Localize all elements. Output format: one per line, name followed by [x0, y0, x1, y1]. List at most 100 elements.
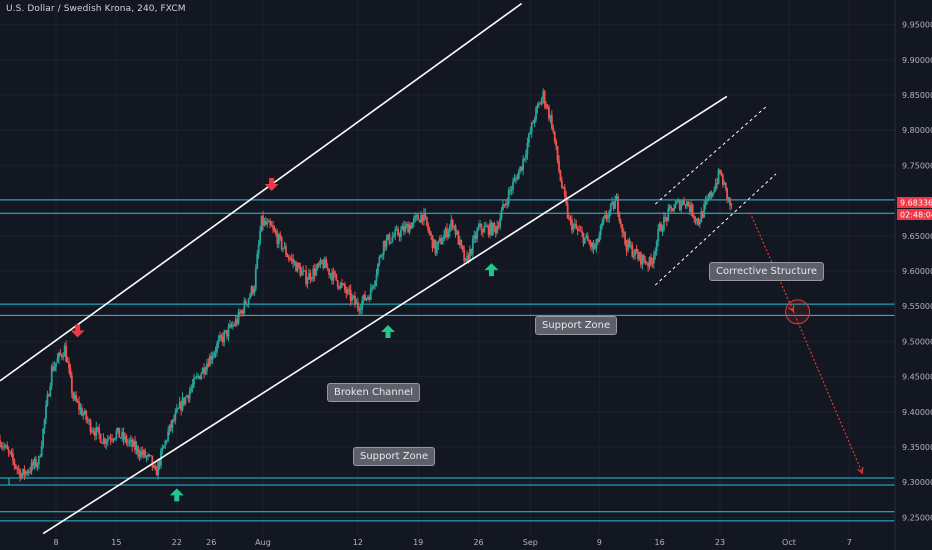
candle-body [569, 218, 572, 220]
candle-body [162, 445, 165, 449]
candle-body [441, 240, 444, 245]
candle-body [114, 437, 116, 440]
candle-body [17, 469, 20, 471]
candle-body [377, 264, 379, 275]
horizontal-levels[interactable] [0, 199, 895, 522]
candle-body [68, 362, 70, 369]
candle-body [596, 239, 599, 242]
candle-body [527, 133, 530, 143]
candle-body [184, 396, 187, 404]
candle-body [91, 431, 93, 433]
candle-body [473, 235, 476, 239]
candle-body [710, 192, 713, 197]
candle-body [461, 245, 464, 250]
candle-body [704, 201, 707, 205]
candle-body [96, 426, 99, 428]
candle-body [336, 280, 339, 287]
candle-body [230, 324, 233, 327]
candle-body [318, 263, 320, 266]
candle-body [540, 98, 543, 104]
candle-body [592, 242, 595, 249]
candle-body [680, 204, 683, 210]
candle-body [690, 204, 693, 212]
candle-body [665, 217, 668, 221]
candle-body [642, 255, 645, 261]
time-axis[interactable]: 8 15 22 26 Aug 12 19 26 Sep 9 16 23 Oct 7 [53, 538, 851, 547]
candle-body [637, 253, 639, 259]
candle-body [234, 319, 237, 326]
candle-body [614, 200, 616, 209]
candle-body [460, 239, 463, 246]
candle-body [283, 246, 286, 249]
candle-body [264, 221, 267, 225]
candle-body [19, 469, 22, 479]
candle-body [122, 432, 125, 440]
candle-body [346, 289, 349, 294]
candle-body [39, 456, 42, 458]
candle-body [634, 248, 637, 256]
candle-body [641, 255, 644, 265]
candle-body [586, 235, 589, 241]
candle-body [328, 268, 330, 275]
candle-body [299, 267, 302, 276]
candle-body [229, 324, 231, 327]
candle-body [243, 300, 246, 314]
candle-body [467, 255, 470, 262]
candle-body [144, 450, 147, 458]
candle-body [414, 216, 417, 219]
candle-body [52, 366, 55, 371]
candle-body [663, 217, 665, 231]
candle-body [197, 376, 200, 378]
price-axis[interactable]: 9.25000 9.30000 9.35000 9.40000 9.45000 9.500… [894, 0, 932, 550]
candle-body [42, 428, 45, 447]
candle-body [343, 284, 346, 290]
candle-body [149, 455, 152, 457]
candle-body [356, 302, 359, 309]
candle-body [440, 238, 443, 245]
candle-body [463, 249, 466, 262]
candle-body [125, 436, 128, 444]
candle-body [602, 216, 605, 223]
callout-broken-channel[interactable]: Broken Channel [327, 383, 421, 402]
candle-body [213, 353, 216, 357]
candle-body [401, 226, 404, 230]
candle-body [509, 190, 512, 192]
candle-body [496, 226, 499, 234]
candle-body [635, 248, 638, 254]
candle-body [358, 308, 361, 311]
candle-body [405, 224, 408, 226]
candle-body [507, 190, 510, 204]
candle-body [701, 211, 704, 218]
candle-body [499, 218, 501, 227]
candle-body [316, 263, 319, 269]
candle-body [384, 240, 387, 248]
candle-body [92, 431, 95, 433]
channel-lines[interactable] [0, 2, 777, 535]
projection-path[interactable] [749, 212, 864, 475]
candle-body [172, 419, 175, 421]
candle-body [86, 419, 89, 421]
candle-body [309, 273, 312, 280]
candle-body [349, 289, 352, 301]
candle-body [141, 451, 144, 455]
callout-support-zone-low[interactable]: Support Zone [353, 447, 436, 466]
callout-support-zone-mid[interactable]: Support Zone [535, 316, 618, 335]
candle-body [4, 445, 7, 447]
candle-body [408, 225, 411, 233]
candle-body [638, 252, 641, 259]
candle-body [257, 243, 260, 255]
candle-body [119, 437, 122, 439]
candle-body [655, 241, 658, 252]
callout-corrective-structure[interactable]: Corrective Structure [709, 262, 825, 281]
candle-body [504, 203, 507, 206]
candle-body [566, 203, 569, 218]
candle-body [443, 235, 445, 241]
candle-body [619, 221, 622, 225]
candle-body [555, 141, 558, 147]
candle-body [338, 286, 341, 289]
channel-line [42, 95, 728, 535]
candle-body [99, 433, 102, 443]
arrow-down-icon [70, 324, 85, 338]
